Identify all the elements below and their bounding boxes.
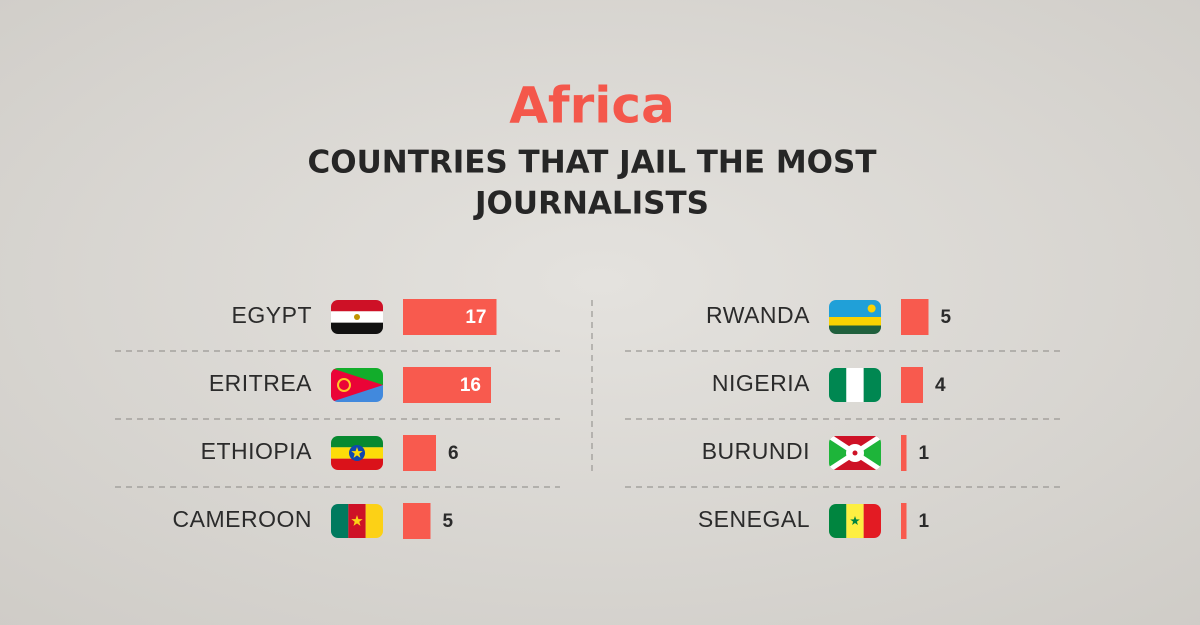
flag-part <box>331 368 383 402</box>
value-label: 4 <box>935 375 946 396</box>
flag <box>331 368 383 402</box>
flag-part <box>365 504 383 538</box>
category-label: NIGERIA <box>712 370 810 396</box>
category-label: ETHIOPIA <box>201 438 313 464</box>
flag-part <box>331 300 383 312</box>
flag-part <box>829 368 847 402</box>
flag-part <box>354 314 360 320</box>
flag-part <box>829 325 881 334</box>
category-label: RWANDA <box>706 302 810 328</box>
bar <box>403 435 436 471</box>
flag-part <box>863 504 881 538</box>
value-label: 6 <box>448 443 459 464</box>
flag-part <box>829 436 855 470</box>
flag <box>331 300 383 334</box>
flag-part <box>331 322 383 334</box>
flag <box>331 436 383 470</box>
value-label: 16 <box>460 375 481 396</box>
flag <box>331 504 383 538</box>
bar <box>901 299 929 335</box>
value-label: 1 <box>919 511 930 532</box>
flag <box>829 504 881 538</box>
bar <box>403 503 431 539</box>
flag-part <box>855 436 881 470</box>
category-label: CAMEROON <box>173 506 312 532</box>
chart-subtitle: JOURNALISTS <box>473 186 709 222</box>
bar <box>901 367 923 403</box>
flag-part <box>351 515 363 526</box>
value-label: 17 <box>465 307 486 328</box>
flag-part <box>850 516 860 525</box>
flag-part <box>863 368 881 402</box>
chart-title: Africa <box>509 77 675 135</box>
flag <box>829 300 881 334</box>
bar <box>403 367 491 403</box>
flag-part <box>846 368 864 402</box>
chart-subtitle: COUNTRIES THAT JAIL THE MOST <box>307 145 876 181</box>
bar <box>403 299 497 335</box>
flag-part <box>331 504 349 538</box>
flag-part <box>337 378 351 392</box>
category-label: SENEGAL <box>698 506 810 532</box>
category-label: ERITREA <box>209 370 312 396</box>
flag <box>829 436 881 470</box>
value-label: 1 <box>919 443 930 464</box>
flag-part <box>331 436 383 448</box>
category-label: BURUNDI <box>702 438 810 464</box>
value-label: 5 <box>941 307 952 328</box>
category-label: EGYPT <box>232 302 312 328</box>
bar <box>901 435 907 471</box>
flag <box>829 368 881 402</box>
flag-part <box>829 317 881 326</box>
bar <box>901 503 907 539</box>
value-label: 5 <box>443 511 454 532</box>
flag-part <box>829 300 881 317</box>
flag-part <box>867 304 876 313</box>
flag-part <box>351 447 363 458</box>
flag-part <box>852 450 858 456</box>
flag-part <box>829 504 847 538</box>
flag-part <box>331 458 383 470</box>
